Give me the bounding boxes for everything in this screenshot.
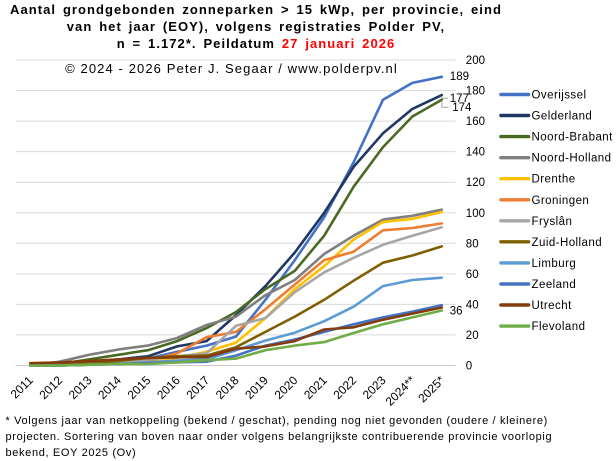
svg-text:Zeeland: Zeeland [532, 279, 577, 291]
svg-text:60: 60 [466, 269, 479, 281]
svg-text:Gelderland: Gelderland [532, 111, 593, 123]
svg-text:2013: 2013 [66, 373, 95, 402]
svg-text:Zuid-Holland: Zuid-Holland [532, 237, 603, 249]
svg-text:180: 180 [466, 86, 485, 98]
svg-text:Fryslân: Fryslân [532, 216, 573, 228]
svg-text:2012: 2012 [36, 373, 65, 402]
svg-text:80: 80 [466, 238, 479, 250]
svg-text:2024**: 2024** [383, 373, 419, 409]
svg-text:Overijssel: Overijssel [532, 90, 587, 102]
svg-text:177: 177 [450, 93, 469, 105]
svg-text:36: 36 [450, 306, 463, 318]
svg-text:2011: 2011 [8, 373, 36, 401]
svg-text:2025*: 2025* [415, 373, 447, 405]
svg-text:2019: 2019 [242, 373, 271, 402]
svg-text:Limburg: Limburg [532, 258, 577, 270]
svg-text:Utrecht: Utrecht [532, 300, 573, 312]
svg-text:2015: 2015 [125, 373, 154, 402]
svg-text:2022: 2022 [330, 373, 359, 402]
svg-text:189: 189 [450, 71, 469, 83]
svg-text:2016: 2016 [154, 373, 183, 402]
svg-text:174: 174 [452, 102, 472, 114]
svg-text:Drenthe: Drenthe [532, 174, 576, 186]
svg-text:160: 160 [466, 116, 485, 128]
svg-text:0: 0 [466, 361, 472, 373]
svg-text:120: 120 [466, 177, 485, 189]
svg-text:2020: 2020 [272, 373, 301, 402]
svg-text:Flevoland: Flevoland [532, 321, 586, 333]
svg-text:2014: 2014 [95, 373, 124, 402]
svg-text:20: 20 [466, 330, 479, 342]
svg-text:2017: 2017 [183, 373, 212, 402]
svg-text:2021: 2021 [301, 373, 330, 402]
svg-text:Noord-Brabant: Noord-Brabant [532, 132, 614, 144]
svg-text:2018: 2018 [213, 373, 242, 402]
svg-text:100: 100 [466, 208, 485, 220]
svg-text:Groningen: Groningen [532, 195, 590, 207]
svg-text:140: 140 [466, 147, 485, 159]
svg-text:200: 200 [466, 55, 485, 67]
svg-text:Noord-Holland: Noord-Holland [532, 153, 612, 165]
svg-text:40: 40 [466, 299, 479, 311]
svg-text:© 2024 - 2026 Peter J. Segaar: © 2024 - 2026 Peter J. Segaar / www.pold… [65, 61, 398, 76]
